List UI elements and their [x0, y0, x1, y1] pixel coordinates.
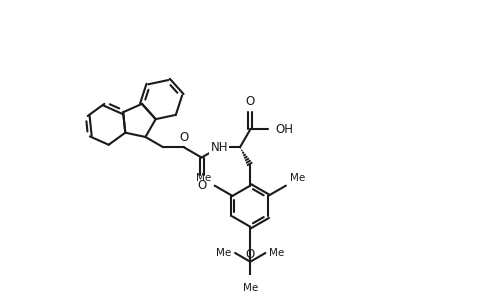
- Text: O: O: [197, 179, 206, 192]
- Text: Me: Me: [269, 248, 284, 258]
- Text: NH: NH: [211, 141, 228, 154]
- Text: Me: Me: [290, 173, 305, 183]
- Text: Me: Me: [242, 283, 258, 293]
- Text: Me: Me: [196, 173, 211, 183]
- Text: O: O: [179, 130, 188, 144]
- Text: OH: OH: [275, 123, 293, 136]
- Text: O: O: [245, 95, 255, 108]
- Text: Me: Me: [216, 248, 231, 258]
- Text: O: O: [245, 248, 255, 261]
